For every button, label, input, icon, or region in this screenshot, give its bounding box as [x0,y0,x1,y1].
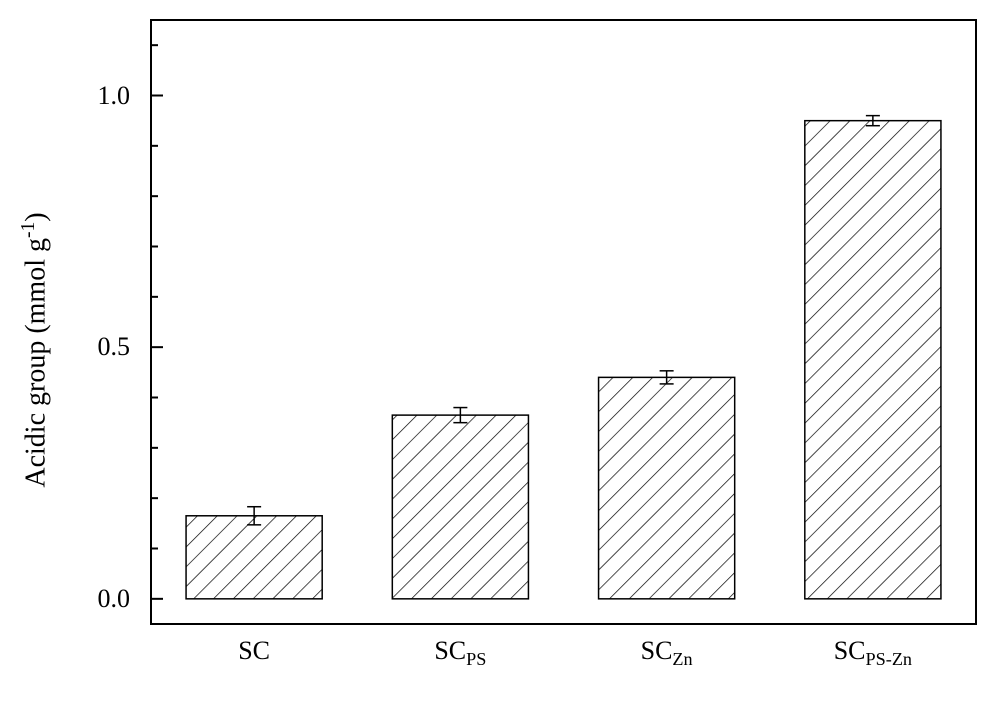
x-tick-label: SCPS [434,636,486,670]
bar-hatch [186,516,322,599]
plot-svg [0,0,1000,701]
chart-container: Acidic group (mmol g-1) 0.00.51.0 SCSCPS… [0,0,1000,701]
y-tick-label: 0.0 [0,584,130,614]
y-tick-label: 1.0 [0,81,130,111]
y-tick-label: 0.5 [0,332,130,362]
bar-hatch [599,377,735,598]
x-tick-label: SCPS-Zn [834,636,912,670]
y-tick-labels: 0.0 0.5 1.0 [0,0,130,701]
x-tick-label: SCZn [641,636,693,670]
x-tick-labels: SC SCPS SCZn SCPS-Zn [0,636,1000,696]
bar-hatch [392,415,528,599]
x-tick-label: SC [238,636,270,666]
bar-hatch [805,121,941,599]
